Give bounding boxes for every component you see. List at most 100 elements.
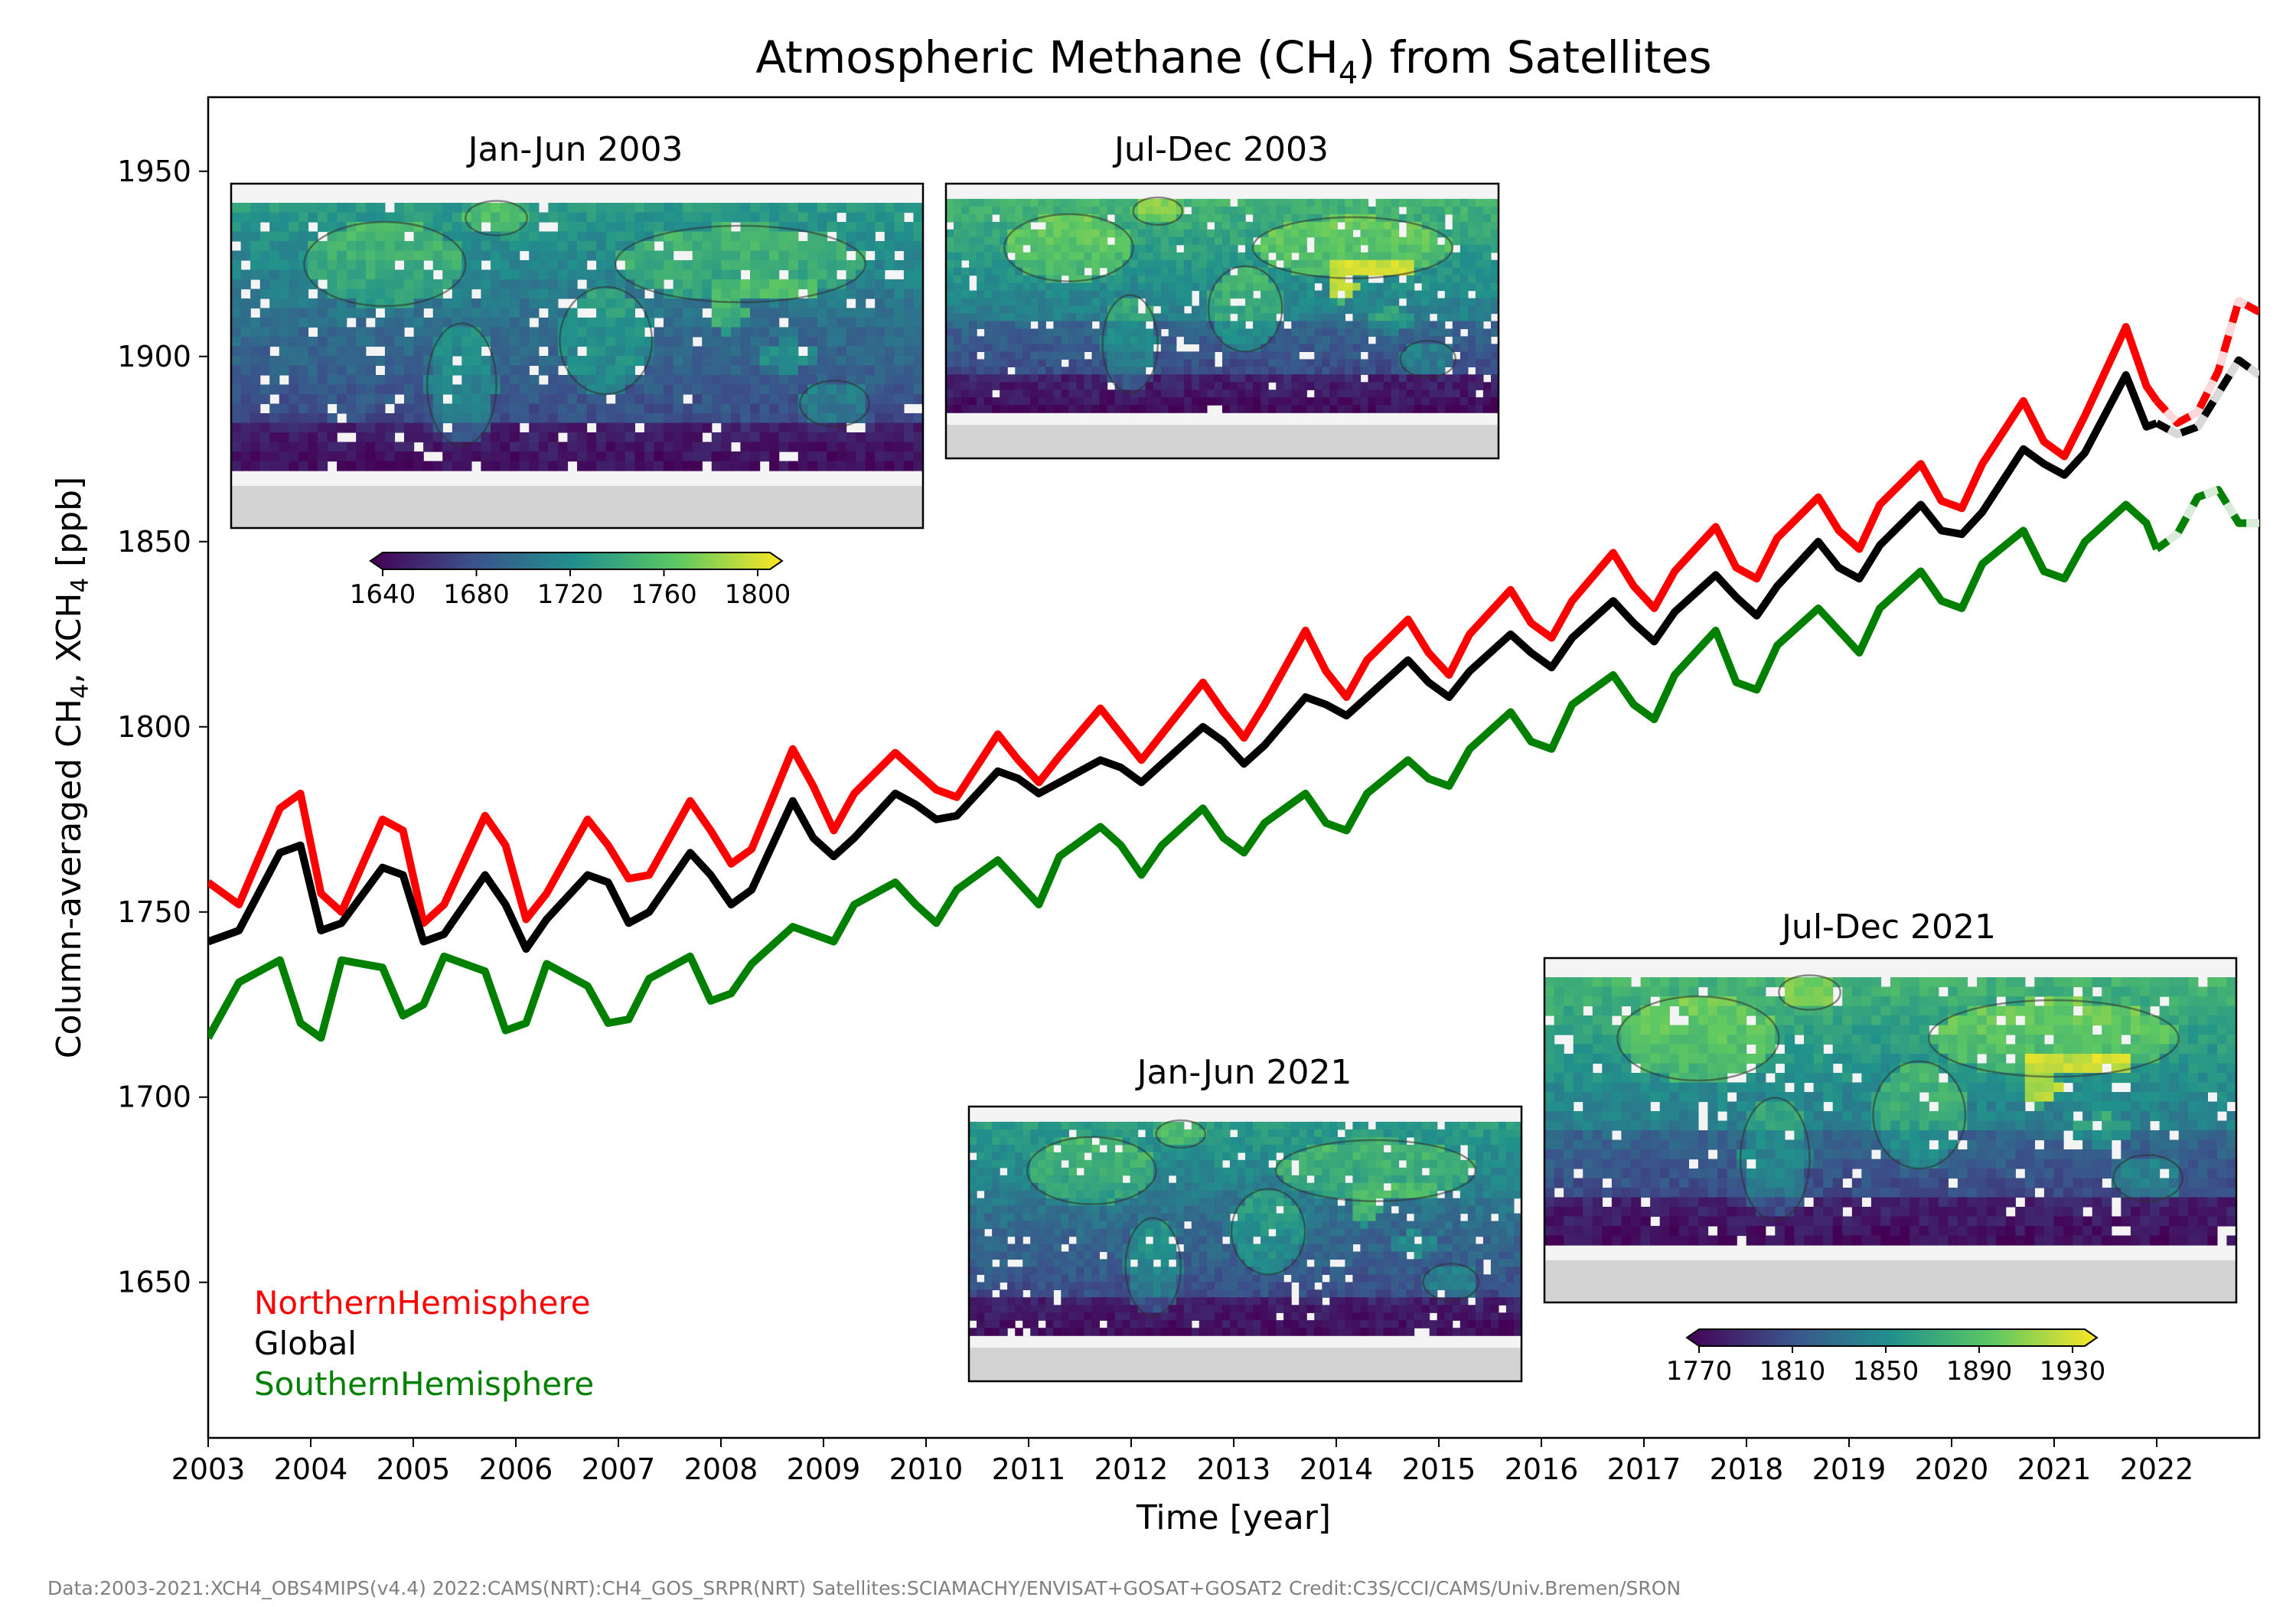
map-frame: [944, 182, 1500, 460]
x-tick-label: 2010: [889, 1452, 964, 1486]
y-tick-label: 1650: [117, 1266, 191, 1299]
x-axis-label: Time [year]: [1136, 1498, 1331, 1537]
colorbar-tick-label: 1850: [1853, 1356, 1919, 1387]
x-tick-label: 2014: [1300, 1452, 1374, 1486]
colorbar-tick-label: 1770: [1666, 1356, 1733, 1387]
inset-map-jul-dec-2003: Jul-Dec 2003: [944, 130, 1500, 460]
x-tick-label: 2011: [992, 1452, 1066, 1486]
coastline: [1422, 1263, 1480, 1302]
legend-south: SouthernHemisphere: [254, 1365, 594, 1403]
legend-global: Global: [254, 1325, 357, 1362]
series-line-northernhemisphere: [208, 323, 2161, 927]
colorbar-tick-label: 1640: [350, 579, 416, 610]
inset-title: Jul-Dec 2021: [1779, 908, 1996, 947]
x-tick-label: 2007: [582, 1452, 656, 1486]
coastline: [465, 200, 528, 236]
inset-title: Jul-Dec 2003: [1112, 130, 1329, 169]
y-tick-label: 1850: [117, 525, 191, 559]
colorbar-tick-label: 1810: [1760, 1356, 1826, 1387]
coastline: [1003, 213, 1134, 282]
x-tick-label: 2022: [2120, 1452, 2194, 1486]
x-tick-label: 2021: [2017, 1452, 2092, 1486]
series-line-southernhemisphere: [208, 500, 2161, 1042]
x-tick-label: 2018: [1710, 1452, 1784, 1486]
inset-map-jan-jun-2021: Jan-Jun 2021: [967, 1053, 1523, 1383]
coastline: [1230, 1188, 1306, 1276]
x-tick-label: 2019: [1812, 1452, 1887, 1486]
map-frame: [967, 1105, 1523, 1383]
colorbar-tick-label: 1720: [537, 579, 604, 610]
coastline: [1155, 1119, 1207, 1149]
inset-map-jul-dec-2021: Jul-Dec 2021: [1543, 908, 2238, 1304]
coastline: [1778, 974, 1841, 1011]
colorbar-tick-label: 1680: [443, 579, 510, 610]
inset-title: Jan-Jun 2021: [1135, 1053, 1352, 1092]
x-tick-label: 2006: [479, 1452, 553, 1486]
y-tick-label: 1750: [117, 895, 191, 929]
series-nrt-dash: [2154, 354, 2259, 438]
y-tick-label: 1950: [117, 155, 191, 188]
antarctica: [969, 1348, 1521, 1381]
coastline: [303, 220, 467, 308]
series-lines: [208, 295, 2259, 1042]
x-tick-label: 2008: [684, 1452, 758, 1486]
colorbar-2021: 1770 1810 1850 1890 1930: [1666, 1328, 2106, 1387]
x-tick-label: 2013: [1197, 1452, 1271, 1486]
coastline: [2112, 1154, 2183, 1202]
coastline: [1251, 216, 1454, 279]
axes: 2003 2004 2005 2006 2007 2008 2009 2010 2011 2012…: [117, 96, 2261, 1486]
coastline: [1132, 196, 1184, 227]
series-nrt-dash: [2154, 295, 2259, 429]
y-tick-label: 1900: [117, 340, 191, 373]
x-tick-label: 2015: [1402, 1452, 1476, 1486]
series-nrt-dash: [2154, 484, 2259, 553]
x-tick-label: 2012: [1094, 1452, 1169, 1486]
coastline: [1927, 999, 2180, 1078]
coastline: [1399, 340, 1457, 379]
series-line-global: [208, 371, 2158, 953]
y-axis-label: Column-averaged CH4, XCH4 [ppb]: [50, 477, 94, 1059]
methane-map-grid: [230, 182, 925, 530]
coastline: [559, 285, 654, 396]
coastline: [1026, 1136, 1157, 1205]
y-tick-label: 1800: [117, 710, 191, 744]
methane-map-grid: [944, 182, 1500, 460]
coastline: [1739, 1097, 1811, 1221]
antarctica: [231, 486, 923, 528]
coastline: [1872, 1060, 1967, 1170]
x-tick-label: 2003: [171, 1452, 246, 1486]
inset-title: Jan-Jun 2003: [466, 130, 683, 169]
antarctica: [1544, 1260, 2236, 1302]
methane-map-grid: [1543, 957, 2238, 1304]
antarctica: [946, 425, 1499, 458]
chart-title: Atmospheric Methane (CH4) from Satellite…: [755, 31, 1711, 91]
legend-north: NorthernHemisphere: [254, 1284, 591, 1322]
coastline: [1101, 294, 1159, 394]
map-frame: [1543, 957, 2238, 1304]
coastline: [1274, 1139, 1477, 1202]
colorbar-tick-label: 1890: [1946, 1356, 2013, 1387]
coastline: [799, 380, 870, 428]
colorbar-tick-label: 1760: [631, 579, 697, 610]
x-tick-label: 2004: [274, 1452, 348, 1486]
coastline: [1207, 265, 1283, 353]
x-tick-label: 2017: [1607, 1452, 1681, 1486]
colorbar-tick-label: 1930: [2040, 1356, 2106, 1387]
coastline: [1124, 1217, 1182, 1317]
coastline: [614, 224, 866, 304]
y-tick-label: 1700: [117, 1081, 191, 1114]
map-frame: [230, 182, 925, 530]
x-tick-label: 2005: [377, 1452, 451, 1486]
colorbar-tick-label: 1800: [725, 579, 791, 610]
methane-map-grid: [967, 1105, 1523, 1383]
x-tick-label: 2020: [1915, 1452, 1989, 1486]
legend: NorthernHemisphere Global SouthernHemisp…: [254, 1284, 594, 1403]
coastline: [1616, 995, 1780, 1082]
inset-map-jan-jun-2003: Jan-Jun 2003: [230, 130, 925, 530]
x-tick-label: 2009: [787, 1452, 861, 1486]
x-tick-label: 2016: [1505, 1452, 1579, 1486]
coastline: [426, 322, 497, 447]
credit-line: Data:2003-2021:XCH4_OBS4MIPS(v4.4) 2022:…: [47, 1577, 1681, 1599]
colorbar-2003: 1640 1680 1720 1760 1800: [350, 552, 791, 610]
